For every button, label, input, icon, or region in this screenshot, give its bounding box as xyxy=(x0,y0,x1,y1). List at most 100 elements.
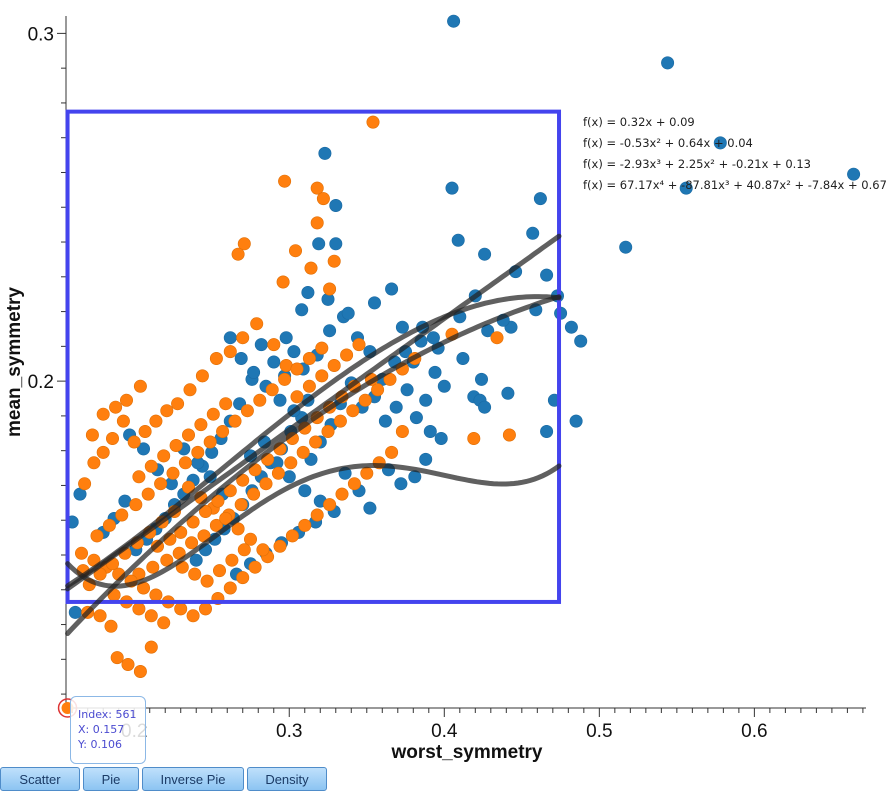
orange-point xyxy=(310,181,324,195)
blue-point xyxy=(389,400,403,414)
blue-point xyxy=(394,477,408,491)
orange-point xyxy=(183,383,197,397)
orange-point xyxy=(186,609,200,623)
orange-point xyxy=(78,477,92,491)
blue-point xyxy=(540,424,554,438)
orange-point xyxy=(104,619,118,633)
fit-curve-4 xyxy=(65,463,562,589)
blue-point xyxy=(287,345,301,359)
density-button[interactable]: Density xyxy=(247,767,327,791)
orange-point xyxy=(316,192,330,206)
data-points xyxy=(57,14,861,718)
scatter-button[interactable]: Scatter xyxy=(0,767,80,791)
orange-point xyxy=(346,404,360,418)
blue-point xyxy=(137,442,151,456)
tooltip-x: X: 0.157 xyxy=(78,723,125,736)
orange-point xyxy=(146,560,160,574)
blue-point xyxy=(223,331,237,345)
orange-point xyxy=(75,546,89,560)
blue-point xyxy=(679,181,693,195)
blue-point xyxy=(295,303,309,317)
orange-point xyxy=(231,247,245,261)
orange-point xyxy=(141,487,155,501)
scatter-plot[interactable]: 0.20.30.40.50.60.20.3 f(x) = 0.32x + 0.0… xyxy=(0,0,888,766)
orange-point xyxy=(110,651,124,665)
tooltip-index: Index: 561 xyxy=(78,708,137,721)
fit-equation-4: f(x) = 67.17x⁴ + -87.81x³ + 40.87x² + -7… xyxy=(583,178,887,192)
orange-point xyxy=(132,470,146,484)
orange-point xyxy=(310,508,324,522)
orange-point xyxy=(237,237,251,251)
orange-point xyxy=(244,532,258,546)
orange-point xyxy=(290,362,304,376)
blue-point xyxy=(378,414,392,428)
orange-point xyxy=(96,407,110,421)
orange-point xyxy=(93,609,107,623)
orange-point xyxy=(191,445,205,459)
orange-point xyxy=(154,477,168,491)
blue-point xyxy=(312,237,326,251)
orange-point xyxy=(304,261,318,275)
blue-point xyxy=(385,282,399,296)
blue-point xyxy=(254,338,268,352)
orange-point xyxy=(166,466,180,480)
blue-point xyxy=(282,470,296,484)
fit-equation-1: f(x) = 0.32x + 0.09 xyxy=(583,115,695,129)
blue-point xyxy=(437,379,451,393)
orange-point xyxy=(253,393,267,407)
orange-point xyxy=(502,428,516,442)
orange-point xyxy=(106,431,120,445)
x-axis-title: worst_symmetry xyxy=(390,742,542,763)
blue-point xyxy=(447,14,461,28)
inverse-pie-button[interactable]: Inverse Pie xyxy=(142,767,244,791)
fit-equations: f(x) = 0.32x + 0.09 f(x) = -0.53x² + 0.64… xyxy=(583,115,887,192)
fit-equation-3: f(x) = -2.93x³ + 2.25x² + -0.21x + 0.13 xyxy=(583,157,811,171)
selection-layer[interactable] xyxy=(65,109,562,604)
blue-point xyxy=(341,306,355,320)
blue-point xyxy=(318,146,332,160)
orange-point xyxy=(335,487,349,501)
orange-point xyxy=(315,341,329,355)
orange-point xyxy=(90,529,104,543)
orange-point xyxy=(347,477,361,491)
orange-point xyxy=(219,511,233,525)
blue-point xyxy=(564,320,578,334)
blue-point xyxy=(574,334,588,348)
fit-curve-2 xyxy=(65,294,562,636)
pie-button[interactable]: Pie xyxy=(83,767,139,791)
blue-point xyxy=(434,431,448,445)
orange-point xyxy=(195,369,209,383)
orange-point xyxy=(247,487,261,501)
orange-point xyxy=(127,435,141,449)
orange-point xyxy=(132,602,146,616)
orange-point xyxy=(138,424,152,438)
x-tick-label: 0.5 xyxy=(586,721,612,742)
selection-box[interactable] xyxy=(65,109,562,604)
axis-labels: worst_symmetry mean_symmetry xyxy=(4,287,543,763)
fit-equation-2: f(x) = -0.53x² + 0.64x + 0.04 xyxy=(583,136,753,150)
x-tick-label: 0.3 xyxy=(276,721,302,742)
orange-point xyxy=(290,390,304,404)
blue-point xyxy=(323,324,337,338)
orange-point xyxy=(116,414,130,428)
orange-point xyxy=(490,331,504,345)
blue-point xyxy=(478,400,492,414)
orange-point xyxy=(109,400,123,414)
orange-point xyxy=(352,338,366,352)
blue-point xyxy=(234,351,248,365)
orange-point xyxy=(248,560,262,574)
axes: 0.20.30.40.50.60.20.3 xyxy=(28,16,866,742)
blue-point xyxy=(540,268,554,282)
orange-point xyxy=(160,404,174,418)
orange-point xyxy=(288,244,302,258)
orange-point xyxy=(223,581,237,595)
orange-point xyxy=(323,282,337,296)
orange-point xyxy=(188,567,202,581)
orange-point xyxy=(186,515,200,529)
orange-point xyxy=(216,424,230,438)
orange-point xyxy=(157,449,171,463)
orange-point xyxy=(366,115,380,129)
blue-point xyxy=(301,285,315,299)
orange-point xyxy=(250,317,264,331)
orange-point xyxy=(199,504,213,518)
